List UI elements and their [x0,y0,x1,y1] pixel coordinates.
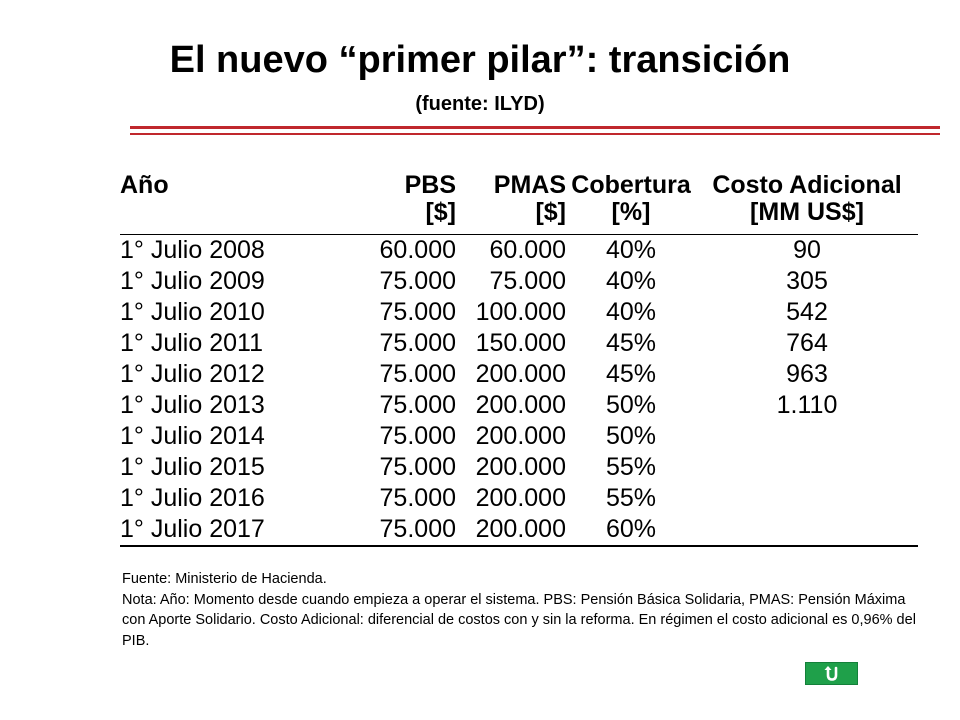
cell-pmas: 200.000 [456,514,566,547]
header-year: Año [120,172,360,235]
cell-pbs: 75.000 [360,514,456,547]
cell-pmas: 75.000 [489,267,566,295]
cell-year: 1° Julio 2016 [120,484,265,512]
cell-pbs: 75.000 [379,484,456,512]
cell-costo-adicional [696,483,918,514]
cell-pbs: 75.000 [379,267,456,295]
cell-pmas: 100.000 [475,298,566,326]
cell-costo-adicional: 542 [786,298,828,326]
cell-costo-adicional: 90 [793,236,821,264]
table-row: 1° Julio 2012 75.000 200.000 45% 963 [120,359,918,390]
cell-pmas: 60.000 [489,236,566,264]
cell-cobertura: 55% [605,484,657,512]
cell-cobertura: 40% [605,298,657,326]
table-row: 1° Julio 2014 75.000 200.000 50% [120,421,918,452]
cell-year: 1° Julio 2014 [120,422,265,450]
cell-pbs: 75.000 [379,298,456,326]
cell-cobertura: 60% [566,514,696,547]
cell-pbs: 75.000 [379,453,456,481]
cell-pbs: 75.000 [379,391,456,419]
cell-year: 1° Julio 2011 [120,329,263,357]
footnotes: Fuente: Ministerio de Hacienda. Nota: Añ… [122,569,922,651]
cell-year: 1° Julio 2012 [120,360,265,388]
cell-pmas: 200.000 [475,360,566,388]
cell-cobertura: 55% [605,453,657,481]
cell-pmas: 200.000 [475,391,566,419]
cell-pmas: 200.000 [475,484,566,512]
cell-year: 1° Julio 2008 [120,236,265,264]
transition-table: Año PBS [$] PMAS [$] Cobertura [%] Costo… [120,172,918,547]
return-u-arrow-icon [824,666,837,681]
source-note: Fuente: Ministerio de Hacienda. [122,571,327,587]
header-cobertura: Cobertura [%] [566,172,696,235]
table-header-row: Año PBS [$] PMAS [$] Cobertura [%] Costo… [120,172,918,235]
header-costo-adicional: Costo Adicional [MM US$] [696,172,918,235]
cell-costo-adicional: 963 [786,360,828,388]
cell-pbs: 60.000 [379,236,456,264]
slide-title: El nuevo “primer pilar”: transición [169,39,791,81]
table-row: 1° Julio 2015 75.000 200.000 55% [120,452,918,483]
cell-year: 1° Julio 2010 [120,298,265,326]
cell-pbs: 75.000 [379,360,456,388]
title-rule-bottom [130,133,940,135]
header-pbs: PBS [$] [360,172,456,235]
cell-costo-adicional [696,421,918,452]
cell-pmas: 200.000 [475,422,566,450]
cell-cobertura: 40% [605,267,657,295]
cell-pmas: 200.000 [475,453,566,481]
title-rule-top [130,126,940,129]
cell-cobertura: 45% [605,329,657,357]
table-row: 1° Julio 2010 75.000 100.000 40% 542 [120,297,918,328]
cell-year: 1° Julio 2013 [120,391,265,419]
cell-pbs: 75.000 [379,422,456,450]
slide-subtitle: (fuente: ILYD) [415,93,545,115]
cell-pbs: 75.000 [379,329,456,357]
cell-pmas: 150.000 [475,329,566,357]
header-pmas: PMAS [$] [456,172,566,235]
explanatory-note: Nota: Año: Momento desde cuando empieza … [122,591,916,649]
table-row: 1° Julio 2008 60.000 60.000 40% 90 [120,235,918,267]
return-button[interactable] [805,662,858,685]
cell-year: 1° Julio 2015 [120,453,265,481]
cell-costo-adicional: 305 [786,267,828,295]
table-row: 1° Julio 2017 75.000 200.000 60% [120,514,918,547]
cell-costo-adicional [696,514,918,547]
cell-costo-adicional: 764 [786,329,828,357]
cell-cobertura: 40% [605,236,657,264]
cell-cobertura: 50% [605,391,657,419]
cell-costo-adicional: 1.110 [776,391,838,419]
cell-year: 1° Julio 2017 [120,514,360,547]
cell-costo-adicional [696,452,918,483]
cell-year: 1° Julio 2009 [120,267,265,295]
cell-cobertura: 45% [605,360,657,388]
cell-cobertura: 50% [605,422,657,450]
table-row: 1° Julio 2011 75.000 150.000 45% 764 [120,328,918,359]
table-row: 1° Julio 2016 75.000 200.000 55% [120,483,918,514]
table-row: 1° Julio 2013 75.000 200.000 50% 1.110 [120,390,918,421]
table-row: 1° Julio 2009 75.000 75.000 40% 305 [120,266,918,297]
